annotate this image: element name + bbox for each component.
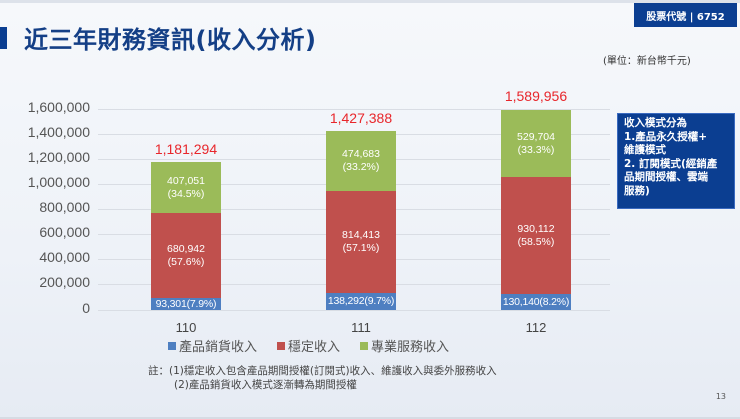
segment-value: 130,140(8.2%) [502, 295, 570, 308]
segment-percent: (33.2%) [342, 161, 380, 173]
bar-segment-product: 130,140(8.2%) [501, 294, 571, 310]
bar-segment-product: 93,301(7.9%) [151, 298, 221, 310]
legend-swatch-blue [168, 341, 176, 350]
footnotes: 註：(1)穩定收入包含產品期間授權(訂閱式)收入、維護收入與委外服務收入 (2)… [148, 364, 497, 392]
y-tick-label: 1,600,000 [27, 99, 90, 115]
legend-swatch-red [277, 341, 286, 350]
callout-line: 品期間授權、雲端 [624, 171, 708, 184]
bar-segment-product: 138,292(9.7%) [326, 293, 396, 310]
callout-line: 2. 訂閱模式(經銷產 [624, 157, 718, 170]
callout-line: 收入模式分為 [624, 117, 687, 129]
callout-line: 1.產品永久授權+ [624, 130, 708, 143]
page-number: 13 [715, 392, 726, 401]
x-tick-label: 112 [525, 320, 547, 335]
bar-segment-stable: 680,942 (57.6%) [151, 213, 221, 298]
y-tick-label: 1,000,000 [27, 174, 90, 190]
bar-total-label: 1,589,956 [504, 88, 568, 104]
footnote-line-1: 註：(1)穩定收入包含產品期間授權(訂閱式)收入、維護收入與委外服務收入 [148, 364, 497, 378]
segment-value: 680,942 [167, 242, 205, 255]
bar-segment-stable: 814,413 (57.1%) [326, 191, 396, 293]
bottom-border [0, 417, 740, 419]
y-tick-label: 600,000 [39, 224, 90, 240]
footnote-text: (1)穩定收入包含產品期間授權(訂閱式)收入、維護收入與委外服務收入 [169, 365, 497, 377]
segment-percent: (58.5%) [517, 235, 555, 248]
x-tick-label: 111 [351, 320, 371, 335]
footnote-text: (2)產品銷貨收入模式逐漸轉為期間授權 [174, 379, 357, 391]
segment-value: 407,051 [167, 174, 205, 187]
y-tick-label: 800,000 [39, 199, 90, 215]
segment-percent: (33.3%) [517, 143, 555, 156]
y-tick-label: 0 [82, 300, 90, 316]
bar-110: 407,051 (34.5%) 680,942 (57.6%) 93,301(7… [151, 162, 221, 310]
callout-line: 維護模式 [624, 144, 666, 157]
y-tick-label: 200,000 [39, 274, 90, 290]
segment-value: 814,413 [342, 229, 380, 241]
segment-value: 930,112 [517, 222, 555, 235]
legend-item-stable: 穩定收入 [277, 336, 340, 355]
y-tick-label: 1,400,000 [27, 124, 90, 140]
unit-label: (單位：新台幣千元) [603, 56, 691, 67]
bar-segment-service: 407,051 (34.5%) [151, 162, 221, 213]
footnote-prefix: 註： [148, 365, 169, 377]
callout-line: 服務) [624, 184, 650, 197]
footnote-line-2: (2)產品銷貨收入模式逐漸轉為期間授權 [148, 378, 497, 392]
revenue-model-callout: 收入模式分為 1.產品永久授權+ 維護模式 2. 訂閱模式(經銷產 品期間授權、… [617, 113, 735, 209]
bar-segment-service: 529,704 (33.3%) [501, 110, 571, 177]
bar-segment-stable: 930,112 (58.5%) [501, 177, 571, 294]
segment-value: 93,301(7.9%) [155, 297, 217, 310]
bar-total-label: 1,181,294 [154, 141, 218, 157]
x-tick-label: 110 [175, 320, 197, 335]
bar-111: 474,683 (33.2%) 814,413 (57.1%) 138,292(… [326, 131, 396, 310]
bar-total-label: 1,427,388 [329, 110, 393, 126]
bar-segment-service: 474,683 (33.2%) [326, 131, 396, 191]
legend-label: 產品銷貨收入 [179, 340, 258, 355]
legend-label: 專業服務收入 [371, 340, 450, 355]
legend-label: 穩定收入 [288, 340, 341, 355]
legend-item-service: 專業服務收入 [360, 336, 449, 355]
gridline-baseline [98, 310, 610, 311]
segment-value: 529,704 [517, 130, 555, 143]
page-title: 近三年財務資訊(收入分析) [24, 26, 317, 54]
legend-item-product: 產品銷貨收入 [168, 336, 257, 355]
segment-value: 138,292(9.7%) [327, 295, 395, 307]
y-tick-label: 400,000 [39, 249, 90, 265]
top-border [0, 0, 740, 3]
stock-code-badge: 股票代號 | 6752 [634, 3, 737, 27]
segment-percent: (34.5%) [167, 187, 205, 200]
bar-112: 529,704 (33.3%) 930,112 (58.5%) 130,140(… [501, 110, 571, 310]
y-tick-label: 1,200,000 [27, 149, 90, 165]
legend-swatch-green [360, 341, 369, 350]
segment-percent: (57.6%) [167, 255, 205, 268]
gridline [98, 109, 610, 110]
segment-percent: (57.1%) [342, 242, 380, 254]
title-accent-bar [0, 27, 7, 49]
segment-value: 474,683 [342, 148, 380, 160]
chart-legend: 產品銷貨收入 穩定收入 專業服務收入 [168, 336, 449, 355]
